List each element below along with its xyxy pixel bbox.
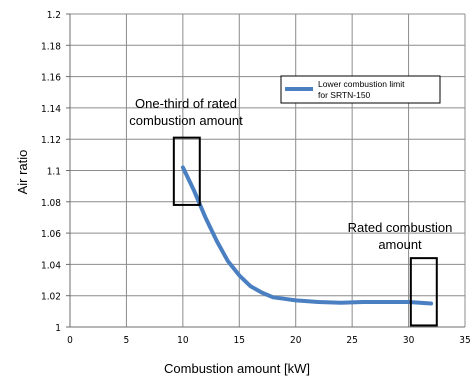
y-tick-label: 1.14 <box>41 104 61 115</box>
x-tick-label: 15 <box>234 335 245 346</box>
y-tick-label: 1.06 <box>41 229 61 240</box>
y-tick-label: 1.02 <box>41 292 61 303</box>
series-line <box>180 165 434 306</box>
legend-label-line-1: Lower combustion limit <box>318 79 405 89</box>
x-tick-label: 30 <box>403 335 415 346</box>
y-tick-label: 1.12 <box>41 135 61 146</box>
y-tick-label: 1 <box>55 323 61 334</box>
annotation-label: One-third of rated <box>135 96 237 111</box>
annotation-label: combustion amount <box>129 113 243 128</box>
annotation-label: Rated combustion <box>348 220 453 235</box>
annotation-box <box>172 136 201 206</box>
y-axis-ticks: 1 1.02 1.04 1.06 1.08 1.1 1.12 1.14 1.16 1.18 1.2 <box>41 10 70 334</box>
x-tick-label: 20 <box>290 335 302 346</box>
series-group <box>180 165 434 306</box>
y-tick-label: 1.1 <box>47 167 61 178</box>
y-tick-label: 1.18 <box>41 41 61 52</box>
annotations: One-third of rated combustion amount Rated… <box>129 96 453 327</box>
annotation-label: amount <box>378 237 422 252</box>
x-axis-ticks: 0 5 10 15 20 25 30 35 <box>67 335 471 346</box>
x-tick-label: 35 <box>459 335 470 346</box>
x-tick-label: 0 <box>67 335 73 346</box>
y-tick-label: 1.08 <box>41 198 61 209</box>
legend-label-line-2: for SRTN-150 <box>318 90 371 100</box>
grid-lines <box>70 13 466 328</box>
x-tick-label: 10 <box>177 335 189 346</box>
x-tick-label: 5 <box>124 335 130 346</box>
legend: Lower combustion limit for SRTN-150 <box>280 75 441 104</box>
x-tick-label: 25 <box>346 335 357 346</box>
y-tick-label: 1.16 <box>41 73 61 84</box>
y-tick-label: 1.2 <box>47 10 61 21</box>
y-axis-label: Air ratio <box>15 150 30 195</box>
annotation-box <box>409 257 438 327</box>
y-tick-label: 1.04 <box>41 260 61 271</box>
x-axis-label: Combustion amount [kW] <box>164 361 310 376</box>
